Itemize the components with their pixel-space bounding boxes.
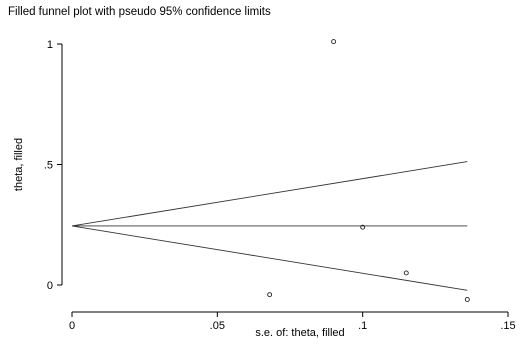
axes: 0 .5 1 0 .05 .1 .15 [44, 39, 516, 332]
data-point [331, 39, 337, 45]
data-point [464, 297, 470, 302]
data-point [267, 292, 273, 298]
chart-title: Filled funnel plot with pseudo 95% confi… [8, 6, 271, 18]
x-tick-label: .05 [210, 320, 225, 332]
x-axis-title: s.e. of: theta, filled [255, 327, 344, 339]
data-point [403, 270, 409, 276]
lower-confidence-limit-line [71, 225, 468, 291]
upper-confidence-limit-line [71, 161, 468, 227]
x-tick-label: .1 [358, 320, 367, 332]
x-tick-label: 0 [69, 320, 75, 332]
y-tick-label: 0 [47, 280, 53, 292]
x-tick-label: .15 [500, 320, 515, 332]
data-point [360, 224, 366, 230]
confidence-lines [71, 161, 468, 291]
data-points [267, 39, 470, 302]
y-axis-title: theta, filled [13, 138, 25, 191]
y-tick-label: 1 [47, 39, 53, 51]
y-tick-label: .5 [44, 160, 53, 172]
